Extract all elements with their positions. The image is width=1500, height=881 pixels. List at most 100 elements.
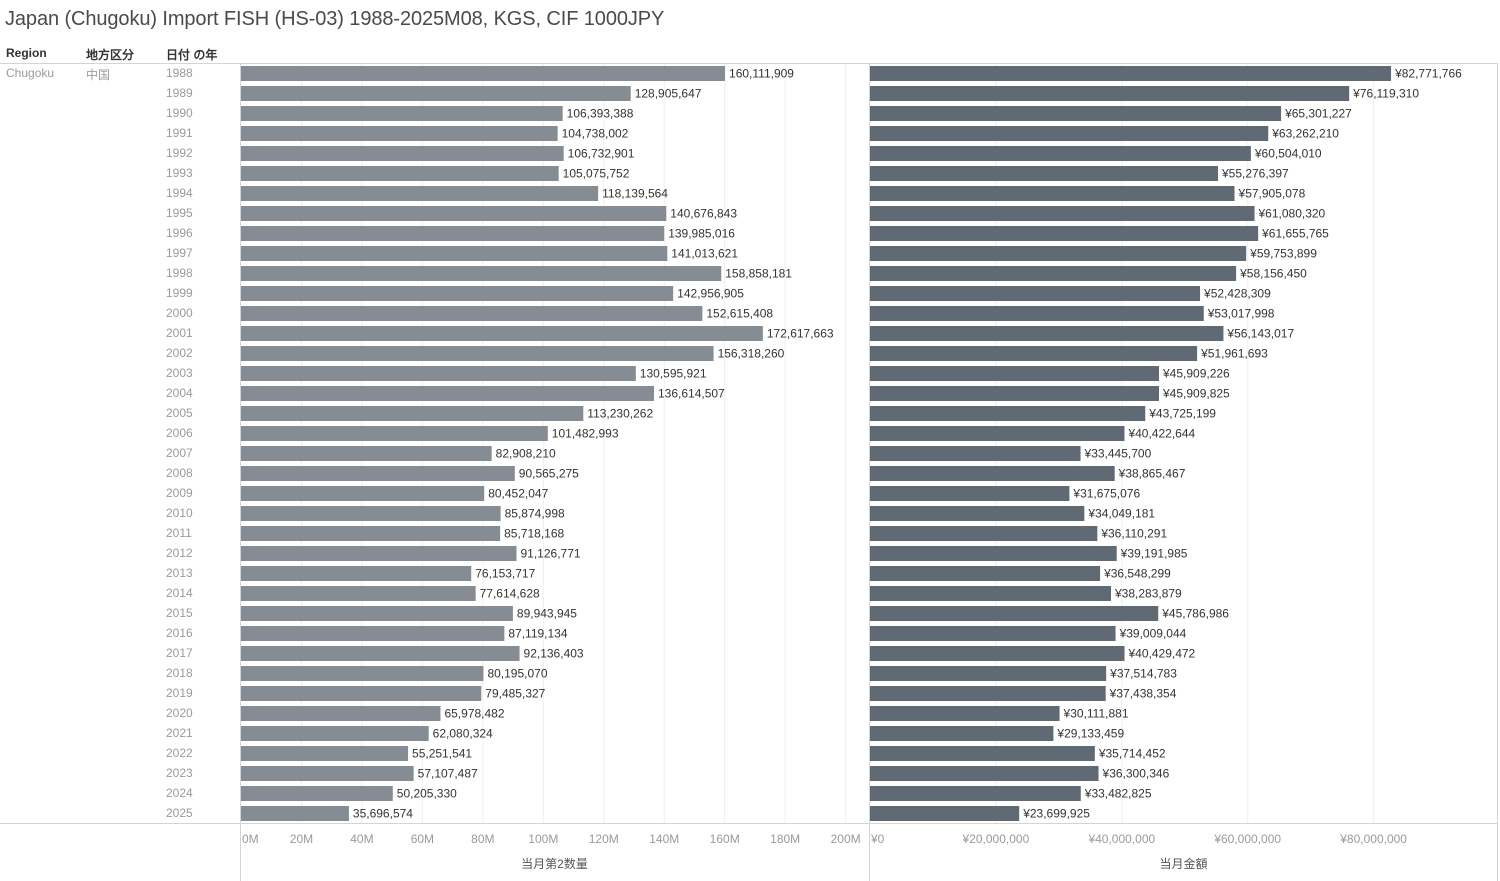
bar[interactable] [870, 686, 1106, 701]
bar[interactable] [241, 626, 505, 641]
bar[interactable] [241, 506, 501, 521]
x-tick-label: ¥60,000,000 [1213, 832, 1281, 846]
value-label: ¥45,786,986 [1161, 607, 1229, 621]
x-tick-label: 200M [831, 832, 861, 846]
year-row-header: 2018 [166, 666, 193, 680]
bar[interactable] [241, 406, 584, 421]
value-label: 101,482,993 [552, 427, 619, 441]
bar[interactable] [241, 746, 409, 761]
x-tick-label: 100M [528, 832, 558, 846]
bar[interactable] [870, 466, 1115, 481]
value-label: 57,107,487 [418, 767, 478, 781]
value-label: ¥33,482,825 [1084, 787, 1152, 801]
bar[interactable] [241, 486, 485, 501]
bar[interactable] [870, 786, 1081, 801]
value-label: ¥59,753,899 [1249, 247, 1317, 261]
bar[interactable] [870, 126, 1269, 141]
bar[interactable] [870, 566, 1101, 581]
bar[interactable] [870, 806, 1020, 821]
bar[interactable] [870, 326, 1224, 341]
bar[interactable] [241, 286, 674, 301]
bar[interactable] [870, 486, 1070, 501]
bar[interactable] [241, 726, 429, 741]
bar[interactable] [870, 286, 1201, 301]
bar[interactable] [870, 146, 1251, 161]
bar[interactable] [870, 86, 1350, 101]
bar[interactable] [241, 66, 726, 81]
bar[interactable] [870, 406, 1146, 421]
bar[interactable] [870, 426, 1125, 441]
value-label: ¥38,283,879 [1114, 587, 1182, 601]
bar[interactable] [241, 266, 722, 281]
bar[interactable] [241, 646, 520, 661]
bar[interactable] [870, 446, 1081, 461]
bar[interactable] [241, 386, 655, 401]
bar[interactable] [870, 266, 1237, 281]
region-column-header[interactable]: Region [6, 46, 47, 60]
bar[interactable] [241, 186, 599, 201]
bar[interactable] [870, 106, 1282, 121]
district-column-header[interactable]: 地方区分 [86, 48, 135, 62]
bar[interactable] [241, 566, 472, 581]
bar[interactable] [870, 726, 1054, 741]
bar[interactable] [870, 706, 1060, 721]
bar[interactable] [870, 226, 1259, 241]
bar[interactable] [870, 386, 1160, 401]
bar[interactable] [241, 686, 482, 701]
bar[interactable] [241, 326, 763, 341]
bar[interactable] [241, 666, 484, 681]
bar[interactable] [870, 606, 1159, 621]
bar[interactable] [241, 166, 559, 181]
bar[interactable] [241, 786, 393, 801]
bar[interactable] [241, 366, 636, 381]
year-column-header[interactable]: 日付 の年 [166, 48, 218, 62]
bar[interactable] [870, 66, 1392, 81]
bar[interactable] [870, 626, 1116, 641]
bar[interactable] [241, 466, 515, 481]
value-label: ¥53,017,998 [1207, 307, 1275, 321]
value-label: 79,485,327 [485, 687, 545, 701]
page-title: Japan (Chugoku) Import FISH (HS-03) 1988… [5, 8, 665, 30]
bar[interactable] [241, 806, 349, 821]
bar[interactable] [241, 346, 714, 361]
bar[interactable] [241, 526, 501, 541]
bar[interactable] [241, 586, 476, 601]
bar[interactable] [870, 646, 1125, 661]
bar[interactable] [870, 526, 1098, 541]
bar[interactable] [241, 706, 441, 721]
value-label: ¥37,514,783 [1109, 667, 1177, 681]
bar[interactable] [870, 586, 1112, 601]
bar[interactable] [870, 666, 1107, 681]
bar[interactable] [870, 546, 1117, 561]
bar[interactable] [870, 166, 1218, 181]
bar[interactable] [241, 206, 667, 221]
value-label: 87,119,134 [508, 627, 567, 641]
value-label: ¥23,699,925 [1022, 807, 1090, 821]
bar[interactable] [870, 246, 1247, 261]
bar[interactable] [870, 346, 1198, 361]
bar[interactable] [241, 546, 517, 561]
bar[interactable] [241, 606, 513, 621]
bar[interactable] [241, 106, 563, 121]
bar[interactable] [241, 126, 558, 141]
bar[interactable] [241, 246, 668, 261]
value-label: 156,318,260 [718, 347, 785, 361]
bar[interactable] [241, 446, 492, 461]
bar[interactable] [241, 766, 414, 781]
bar[interactable] [241, 86, 631, 101]
bar[interactable] [870, 366, 1160, 381]
bar[interactable] [870, 186, 1235, 201]
bar[interactable] [241, 226, 665, 241]
year-row-header: 2005 [166, 406, 193, 420]
value-label: 140,676,843 [670, 207, 737, 221]
bar[interactable] [870, 766, 1099, 781]
bar[interactable] [870, 746, 1095, 761]
bar[interactable] [870, 506, 1085, 521]
bar[interactable] [870, 306, 1204, 321]
bar[interactable] [241, 306, 703, 321]
bar[interactable] [870, 206, 1255, 221]
bar[interactable] [241, 426, 548, 441]
value-label: ¥55,276,397 [1221, 167, 1289, 181]
bar[interactable] [241, 146, 564, 161]
